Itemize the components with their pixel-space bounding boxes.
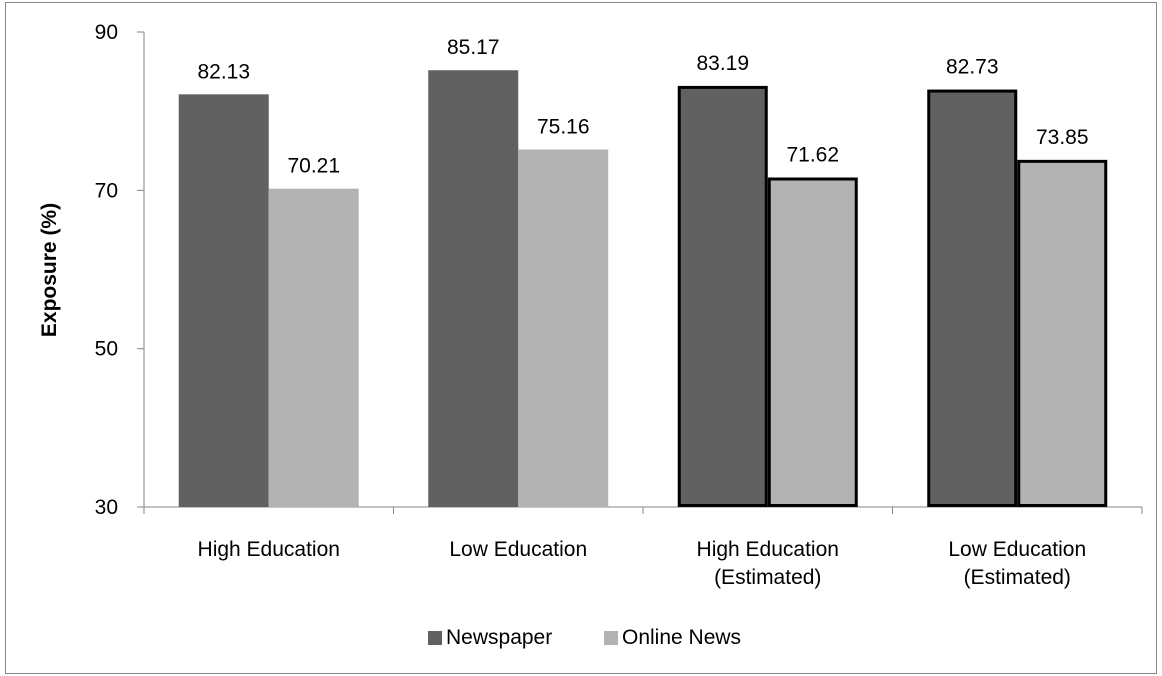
x-category-label-line: Low Education bbox=[449, 538, 587, 561]
legend-label: Newspaper bbox=[446, 626, 552, 649]
bar-online-news bbox=[268, 188, 359, 507]
data-label: 83.19 bbox=[696, 52, 749, 75]
x-category-label: High Education (Estimated) bbox=[697, 538, 839, 589]
bar-newspaper bbox=[428, 70, 519, 508]
data-label: 82.73 bbox=[946, 56, 999, 79]
x-category-label: Low Education bbox=[449, 538, 587, 561]
x-category-label-line: High Education bbox=[198, 538, 340, 561]
data-label: 82.13 bbox=[197, 60, 250, 83]
bar-online-news bbox=[518, 149, 609, 507]
data-label: 70.21 bbox=[287, 155, 340, 178]
bar-online-news bbox=[1017, 159, 1108, 508]
data-label: 71.62 bbox=[786, 144, 839, 167]
x-category-label-line: Low Education bbox=[948, 538, 1086, 561]
bar-newspaper bbox=[677, 85, 768, 507]
legend-label: Online News bbox=[622, 626, 741, 649]
x-category-label: High Education bbox=[198, 538, 340, 561]
y-axis-title: Exposure (%) bbox=[38, 203, 61, 337]
legend-swatch bbox=[604, 631, 618, 645]
bar-newspaper bbox=[927, 89, 1018, 507]
bar-online-news bbox=[767, 177, 858, 507]
x-category-label: Low Education (Estimated) bbox=[948, 538, 1086, 589]
x-category-label-line: High Education bbox=[697, 538, 839, 561]
y-tick-label: 90 bbox=[95, 21, 118, 44]
data-label: 75.16 bbox=[537, 115, 590, 138]
y-tick-label: 50 bbox=[95, 338, 118, 361]
legend-swatch bbox=[428, 631, 442, 645]
data-label: 73.85 bbox=[1036, 126, 1089, 149]
y-tick-label: 30 bbox=[95, 496, 118, 519]
x-category-label-line: (Estimated) bbox=[714, 566, 821, 589]
bar-newspaper bbox=[178, 94, 269, 507]
y-tick-label: 70 bbox=[95, 179, 118, 202]
data-label: 85.17 bbox=[447, 36, 500, 59]
x-category-label-line: (Estimated) bbox=[964, 566, 1071, 589]
